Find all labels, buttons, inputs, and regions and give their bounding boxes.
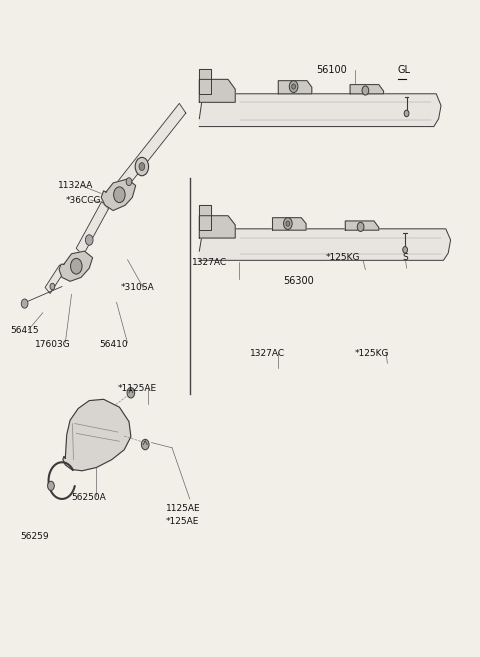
- Text: *1125AE: *1125AE: [118, 384, 157, 394]
- Text: *125AE: *125AE: [166, 518, 199, 526]
- Circle shape: [362, 86, 369, 95]
- Text: 17603G: 17603G: [35, 340, 71, 349]
- Polygon shape: [45, 265, 64, 294]
- Circle shape: [292, 84, 296, 89]
- Text: 56259: 56259: [20, 532, 48, 541]
- Polygon shape: [278, 81, 312, 94]
- Text: 1327AC: 1327AC: [250, 349, 285, 358]
- Circle shape: [48, 482, 54, 490]
- Text: 56100: 56100: [317, 64, 348, 74]
- Text: *310SA: *310SA: [120, 283, 154, 292]
- Polygon shape: [199, 69, 211, 94]
- Polygon shape: [116, 103, 186, 193]
- Circle shape: [135, 158, 149, 175]
- Text: *125KG: *125KG: [326, 253, 360, 262]
- Circle shape: [404, 110, 409, 117]
- Text: S: S: [403, 253, 408, 262]
- Circle shape: [85, 235, 93, 245]
- Text: 1132AA: 1132AA: [58, 181, 94, 190]
- Polygon shape: [199, 94, 441, 127]
- Polygon shape: [101, 179, 136, 210]
- Text: 56415: 56415: [10, 326, 39, 335]
- Circle shape: [403, 246, 408, 253]
- Polygon shape: [350, 85, 384, 94]
- Text: 56300: 56300: [283, 277, 314, 286]
- Polygon shape: [63, 399, 131, 471]
- Circle shape: [142, 440, 149, 450]
- Text: 1125AE: 1125AE: [166, 505, 201, 513]
- Polygon shape: [273, 217, 306, 230]
- Circle shape: [114, 187, 125, 202]
- Text: *125KG: *125KG: [355, 349, 389, 358]
- Circle shape: [50, 283, 55, 290]
- Text: 56410: 56410: [100, 340, 128, 349]
- Text: GL: GL: [398, 64, 411, 74]
- Polygon shape: [59, 251, 93, 281]
- Polygon shape: [199, 205, 211, 230]
- Polygon shape: [199, 229, 451, 260]
- Circle shape: [21, 299, 28, 308]
- Polygon shape: [199, 79, 235, 102]
- Circle shape: [126, 177, 132, 185]
- Circle shape: [289, 81, 298, 93]
- Circle shape: [286, 221, 290, 226]
- Circle shape: [127, 388, 135, 398]
- Circle shape: [139, 163, 145, 171]
- Circle shape: [71, 258, 82, 274]
- Polygon shape: [199, 215, 235, 238]
- Circle shape: [357, 222, 364, 231]
- Circle shape: [284, 217, 292, 229]
- Text: *36CCG: *36CCG: [65, 196, 101, 205]
- Text: 1327AC: 1327AC: [192, 258, 227, 267]
- Polygon shape: [345, 221, 379, 230]
- Text: 56250A: 56250A: [72, 493, 106, 502]
- Polygon shape: [76, 202, 108, 256]
